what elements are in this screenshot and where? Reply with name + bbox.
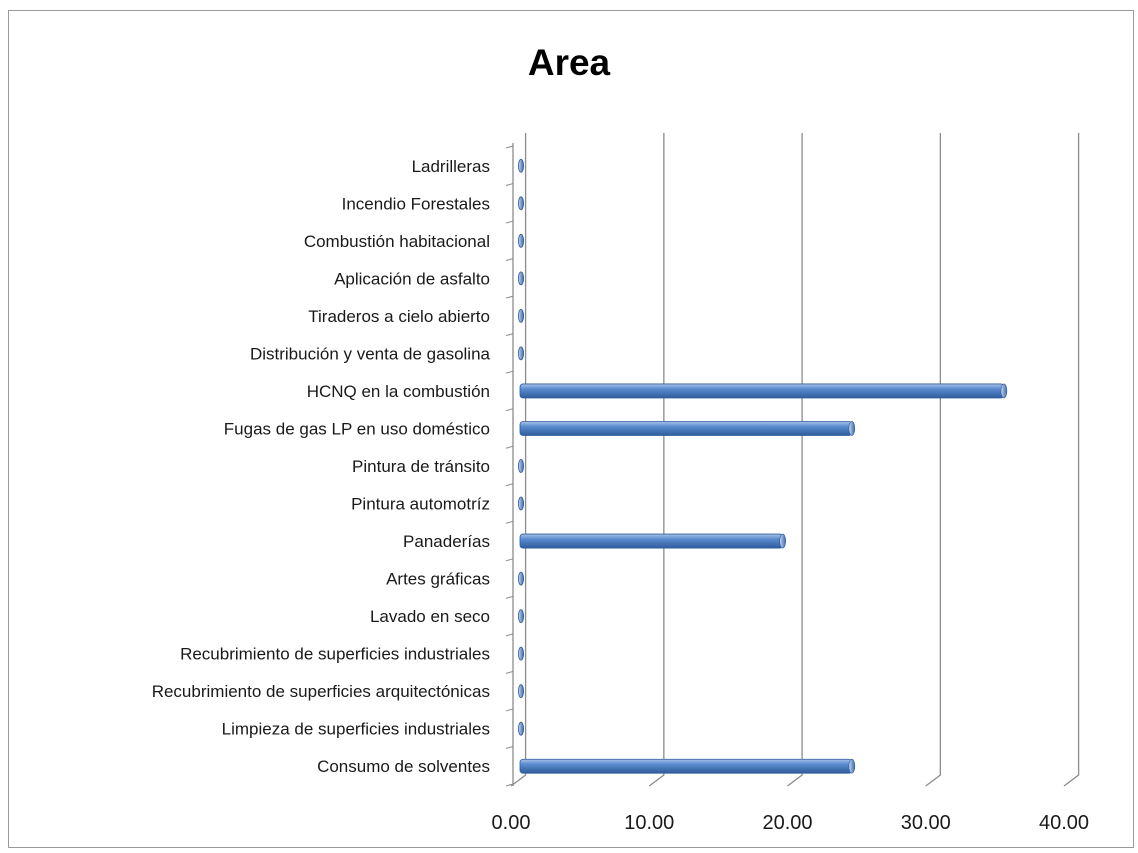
axis-tick xyxy=(505,445,514,449)
bar-end-cap xyxy=(848,758,856,774)
axis-tick xyxy=(505,370,514,374)
bar xyxy=(518,721,525,736)
category-label: Ladrilleras xyxy=(412,157,490,176)
axis-tick xyxy=(505,558,514,562)
category-label: Aplicación de asfalto xyxy=(334,269,490,288)
bar xyxy=(518,646,525,661)
bar xyxy=(518,233,525,248)
bar xyxy=(519,383,1005,399)
gridline xyxy=(648,133,665,787)
axis-tick xyxy=(505,595,514,599)
bar xyxy=(519,533,784,549)
bar xyxy=(518,271,525,286)
axis-tick xyxy=(505,708,514,712)
gridline xyxy=(510,133,527,787)
axis-tick xyxy=(505,633,514,637)
x-tick-label: 0.00 xyxy=(492,812,531,834)
category-axis xyxy=(505,143,514,787)
category-label: Pintura automotríz xyxy=(351,495,490,514)
category-label: Tiraderos a cielo abierto xyxy=(308,307,490,326)
bar xyxy=(518,684,525,699)
category-label: Artes gráficas xyxy=(386,570,490,589)
axis-tick xyxy=(505,520,514,524)
x-tick-label: 40.00 xyxy=(1039,812,1089,834)
bar xyxy=(518,308,525,323)
bar xyxy=(519,421,853,436)
x-tick-labels: 0.00 10.00 20.00 30.00 40.00 xyxy=(492,812,1090,834)
axis-tick xyxy=(505,295,514,299)
gridlines xyxy=(510,133,1080,787)
axis-tick xyxy=(505,408,514,412)
category-label: Consumo de solventes xyxy=(317,757,490,776)
bars xyxy=(518,158,1008,774)
category-label: Limpieza de superficies industriales xyxy=(222,720,490,739)
category-label: Incendio Forestales xyxy=(342,194,490,213)
bar-end-cap xyxy=(1000,383,1008,399)
bar xyxy=(518,196,525,211)
axis-tick xyxy=(505,145,514,149)
x-tick-label: 20.00 xyxy=(762,812,812,834)
bar-end-cap xyxy=(848,421,856,436)
category-label: Panaderías xyxy=(403,532,490,551)
category-label: Recubrimiento de superficies arquitectón… xyxy=(152,682,490,701)
bar xyxy=(518,571,525,586)
category-label: Pintura de tránsito xyxy=(352,457,490,476)
x-tick-label: 30.00 xyxy=(901,812,951,834)
axis-tick xyxy=(505,183,514,187)
bar xyxy=(518,609,525,624)
category-label: HCNQ en la combustión xyxy=(307,382,490,401)
category-labels: Consumo de solventes Limpieza de superfic… xyxy=(152,157,491,776)
category-label: Combustión habitacional xyxy=(304,232,490,251)
axis-tick xyxy=(505,333,514,337)
axis-tick xyxy=(505,483,514,487)
bar xyxy=(518,496,525,511)
axis-tick xyxy=(505,745,514,749)
bar-end-cap xyxy=(779,533,786,549)
x-tick-label: 10.00 xyxy=(624,812,674,834)
gridline xyxy=(925,133,941,787)
axis-tick xyxy=(505,220,514,224)
category-label: Recubrimiento de superficies industriale… xyxy=(180,645,490,664)
gridline xyxy=(1063,133,1080,787)
category-label: Lavado en seco xyxy=(370,607,490,626)
category-label: Fugas de gas LP en uso doméstico xyxy=(224,419,490,438)
bar xyxy=(519,758,853,774)
bar xyxy=(518,459,525,473)
category-label: Distribución y venta de gasolina xyxy=(250,344,491,363)
bar xyxy=(518,158,525,173)
chart-title: Area xyxy=(527,42,611,83)
axis-tick xyxy=(505,670,514,674)
bar xyxy=(518,346,525,361)
axis-tick xyxy=(505,258,514,262)
gridline xyxy=(787,133,803,787)
axis-tick xyxy=(505,783,514,787)
